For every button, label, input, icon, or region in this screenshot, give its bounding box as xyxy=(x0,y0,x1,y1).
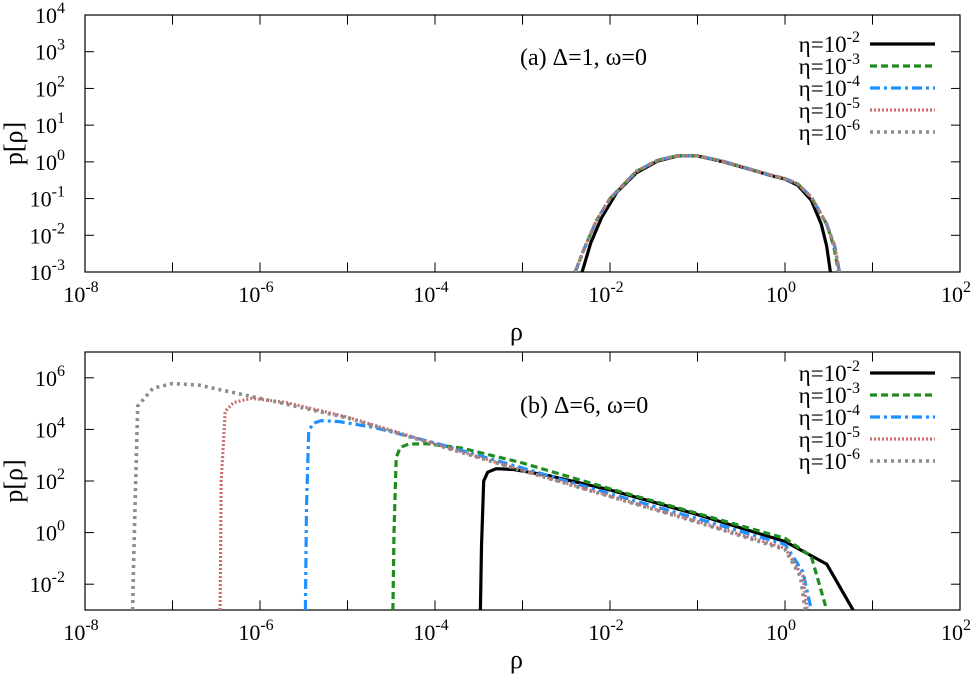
series-group xyxy=(573,153,842,272)
legend-label: η=10-6 xyxy=(799,117,860,145)
x-tick-label: 10-8 xyxy=(63,617,98,645)
series-line-eta--3 xyxy=(573,154,841,272)
x-tick-label: 100 xyxy=(766,279,796,307)
x-tick-label: 10-2 xyxy=(588,617,623,645)
legend-item: η=10-5 xyxy=(799,95,935,123)
y-tick-label: 103 xyxy=(35,37,65,65)
y-tick-label: 102 xyxy=(35,73,65,101)
panel-annotation: (b) Δ=6, ω=0 xyxy=(520,393,648,419)
legend-label: η=10-5 xyxy=(799,424,860,452)
legend-item: η=10-2 xyxy=(799,29,935,57)
legend-label: η=10-3 xyxy=(799,380,860,408)
plot-frame xyxy=(84,14,961,273)
legend-label: η=10-2 xyxy=(799,29,860,57)
legend-item: η=10-6 xyxy=(799,446,935,474)
x-axis-label: ρ xyxy=(510,317,523,346)
legend-label: η=10-3 xyxy=(799,51,860,79)
y-tick-label: 102 xyxy=(35,466,65,494)
legend-label: η=10-5 xyxy=(799,95,860,123)
series-group xyxy=(130,381,855,610)
x-tick-label: 10-4 xyxy=(413,279,448,307)
x-tick-label: 10-2 xyxy=(588,279,623,307)
legend-label: η=10-2 xyxy=(799,358,860,386)
series-line-eta--5 xyxy=(573,154,842,272)
plot-frame xyxy=(84,351,961,611)
panel-b: 10-8 10-6 10-4 10-2 100 102 10-2 100 102 104 106 ρ p… xyxy=(0,351,971,674)
x-tick-label: 102 xyxy=(941,617,971,645)
x-tick-label: 10-6 xyxy=(238,279,273,307)
y-tick-label: 100 xyxy=(35,147,65,175)
legend-label: η=10-6 xyxy=(799,446,860,474)
legend-label: η=10-4 xyxy=(799,73,860,101)
series-line-eta--2 xyxy=(580,154,832,272)
y-tick-label: 104 xyxy=(35,0,65,28)
legend-item: η=10-2 xyxy=(799,358,935,386)
legend-item: η=10-4 xyxy=(799,402,935,430)
legend-label: η=10-4 xyxy=(799,402,860,430)
series-line-eta--6 xyxy=(130,381,807,610)
y-tick-label: 10-1 xyxy=(30,184,65,212)
legend-item: η=10-4 xyxy=(799,73,935,101)
series-line-eta--6 xyxy=(573,153,842,272)
x-tick-label: 102 xyxy=(941,279,971,307)
panel-annotation: (a) Δ=1, ω=0 xyxy=(520,45,647,71)
y-tick-label: 10-2 xyxy=(30,220,65,248)
y-axis-label: p[ρ] xyxy=(0,459,28,502)
y-tick-label: 10-2 xyxy=(30,569,65,597)
y-tick-label: 10-3 xyxy=(30,257,65,285)
y-tick-label: 101 xyxy=(35,110,65,138)
legend-item: η=10-3 xyxy=(799,380,935,408)
legend-item: η=10-5 xyxy=(799,424,935,452)
legend: η=10-2η=10-3η=10-4η=10-5η=10-6 xyxy=(799,29,935,145)
series-line-eta--2 xyxy=(478,467,855,610)
panel-a: 10-8 10-6 10-4 10-2 100 102 10-3 10-2 10-1 100 101… xyxy=(0,0,971,346)
series-line-eta--3 xyxy=(391,442,829,610)
legend-item: η=10-6 xyxy=(799,117,935,145)
x-axis-label: ρ xyxy=(510,645,523,674)
y-tick-label: 106 xyxy=(35,363,65,391)
series-line-eta--4 xyxy=(303,419,813,610)
legend: η=10-2η=10-3η=10-4η=10-5η=10-6 xyxy=(799,358,935,474)
series-line-eta--4 xyxy=(573,154,842,272)
series-line-eta--5 xyxy=(218,396,809,610)
x-tick-label: 10-8 xyxy=(63,279,98,307)
legend-item: η=10-3 xyxy=(799,51,935,79)
y-tick-label: 100 xyxy=(35,518,65,546)
x-tick-label: 100 xyxy=(766,617,796,645)
x-tick-label: 10-4 xyxy=(413,617,448,645)
x-tick-label: 10-6 xyxy=(238,617,273,645)
y-tick-label: 104 xyxy=(35,414,65,442)
y-axis-label: p[ρ] xyxy=(0,122,28,165)
